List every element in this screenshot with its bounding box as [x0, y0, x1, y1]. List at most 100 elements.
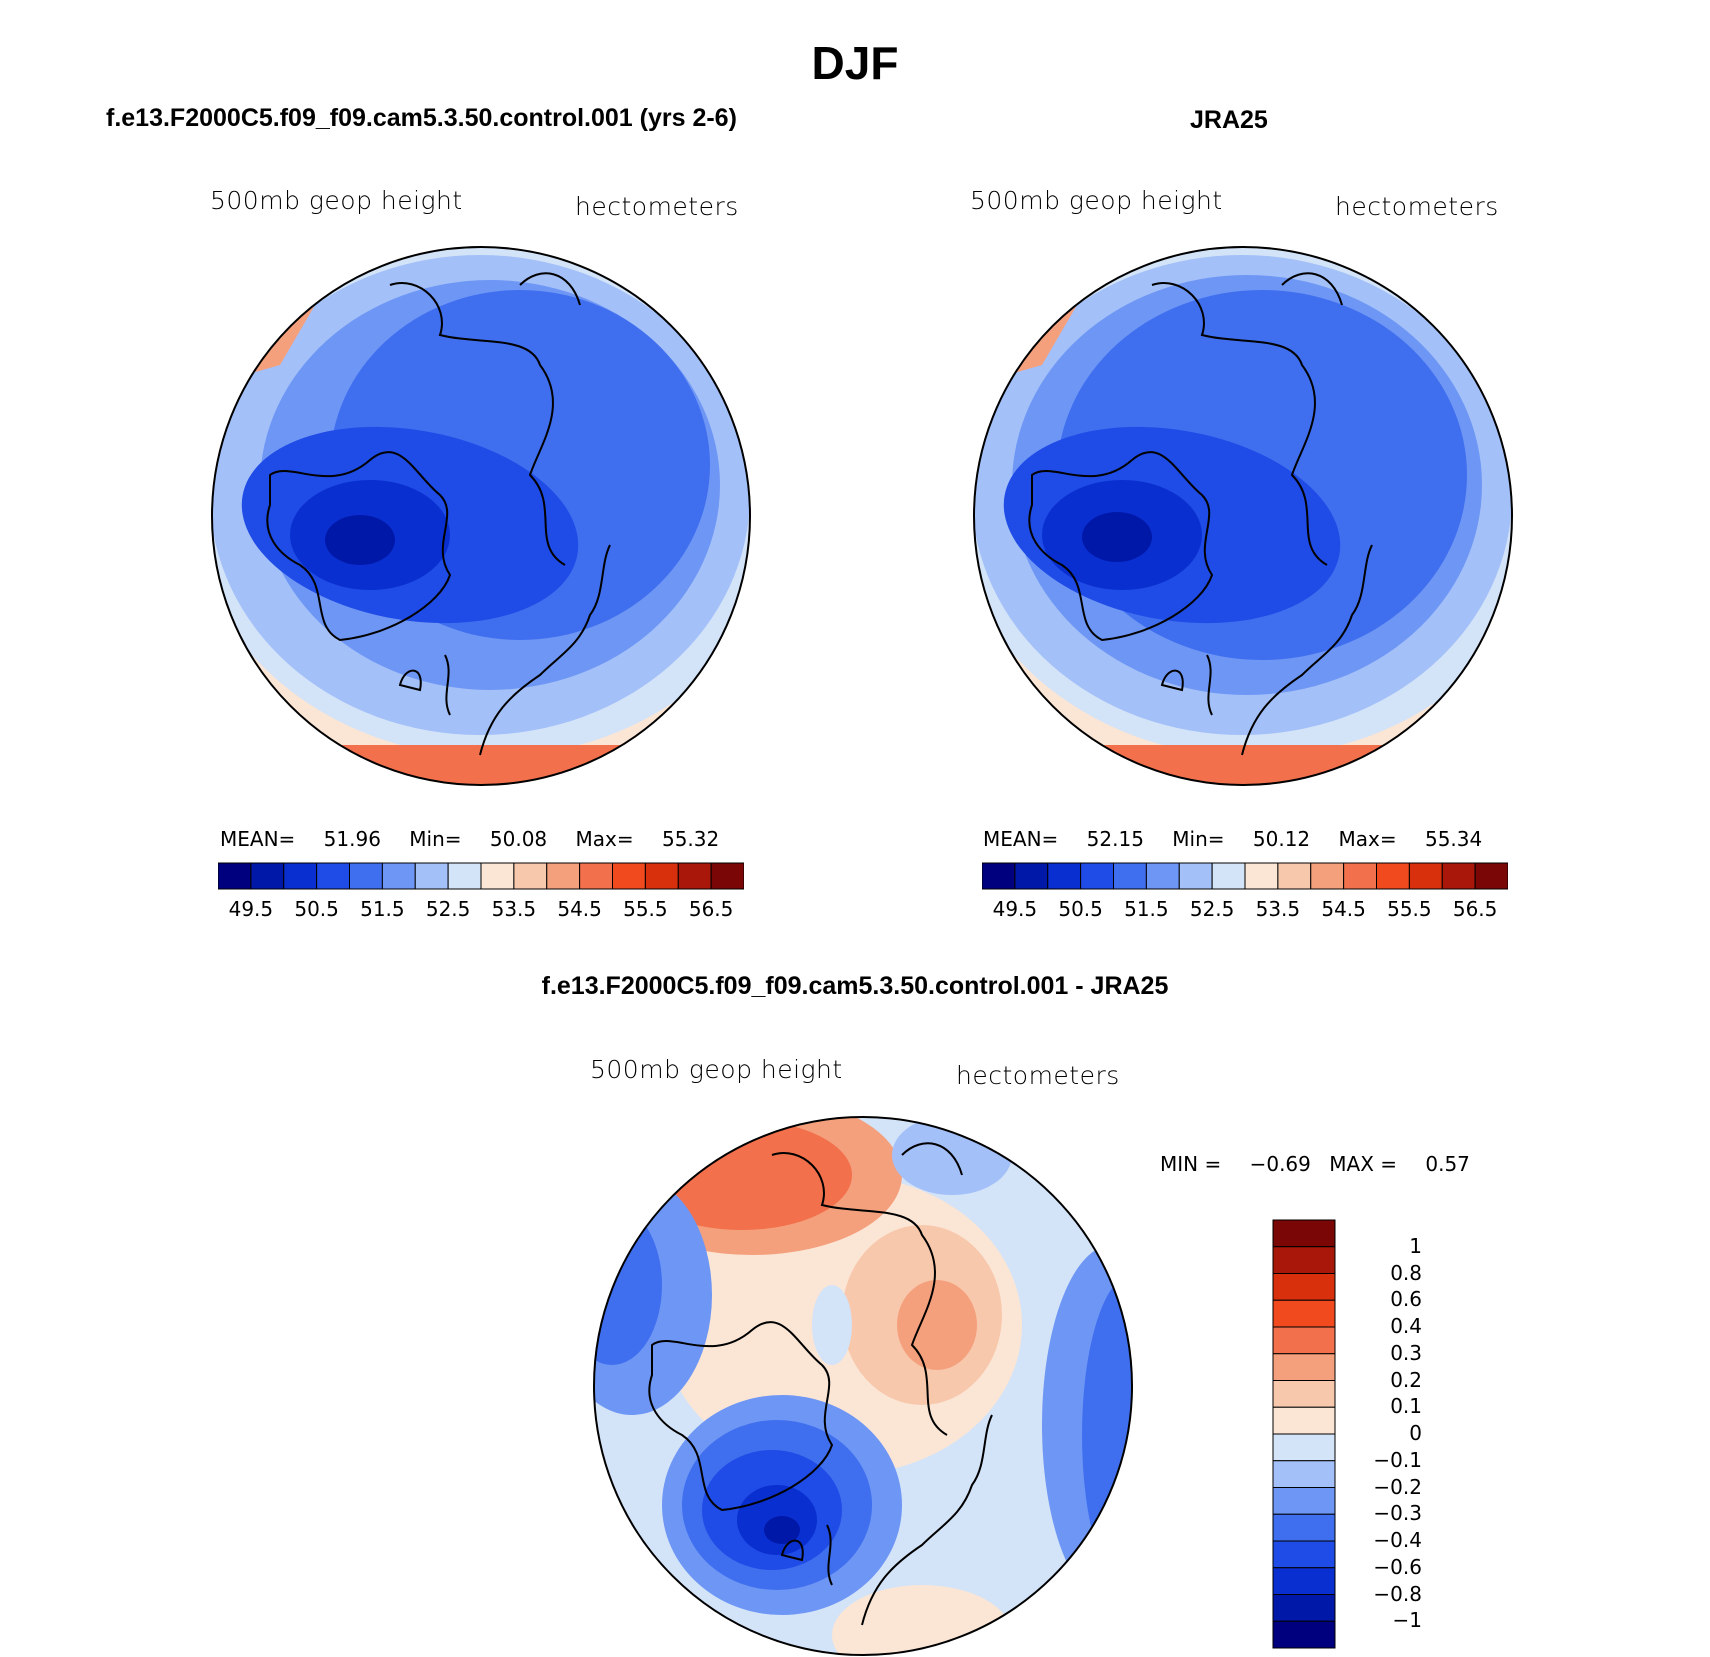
model-colorbar-tick-label: 53.5	[491, 897, 537, 921]
diff-colorbar-tick-label: 0.4	[1390, 1314, 1422, 1338]
obs-colorbar-swatch	[1343, 862, 1378, 890]
diff-colorbar-tick-label: −0.6	[1373, 1554, 1422, 1579]
model-colorbar-tick-label: 50.5	[294, 897, 339, 921]
model-map	[211, 246, 751, 786]
model-mean-value: 51.96	[323, 827, 381, 851]
obs-map	[973, 246, 1513, 786]
model-colorbar-tick-label: 51.5	[360, 897, 405, 921]
obs-min-value: 50.12	[1252, 827, 1311, 851]
obs-colorbar-swatch	[1408, 862, 1443, 890]
obs-min-label: Min=	[1172, 827, 1225, 851]
diff-stats: MIN = −0.69 MAX = 0.57	[1160, 1152, 1470, 1176]
model-variable-label: 500mb geop height	[210, 186, 463, 215]
obs-colorbar-tick-label: 54.5	[1321, 897, 1366, 921]
model-colorbar-tick-label: 52.5	[425, 897, 471, 921]
model-units-label: hectometers	[575, 192, 739, 221]
diff-colorbar-tick-label: 0.8	[1390, 1260, 1422, 1285]
diff-colorbar-tick-label: 1	[1409, 1233, 1422, 1258]
obs-units-label: hectometers	[1335, 192, 1499, 221]
diff-panel-title: f.e13.F2000C5.f09_f09.cam5.3.50.control.…	[541, 972, 1169, 1000]
obs-colorbar-labels: 49.5 50.5 51.5 52.5 53.5 54.5 55.5 56.5	[982, 897, 1508, 925]
diff-colorbar-swatch	[1272, 1567, 1336, 1595]
obs-colorbar-swatch	[982, 862, 1016, 890]
diff-colorbar-tick-label: −1	[1392, 1608, 1422, 1633]
model-colorbar-swatch	[546, 862, 581, 890]
model-colorbar-swatch	[414, 862, 449, 890]
diff-colorbar-swatch	[1272, 1487, 1336, 1515]
obs-colorbar-tick-label: 51.5	[1124, 897, 1169, 921]
diff-colorbar-tick-label: −0.4	[1373, 1528, 1422, 1552]
obs-max-value: 55.34	[1424, 827, 1483, 851]
obs-colorbar-swatch	[1113, 862, 1147, 890]
diff-colorbar-tick-label: −0.2	[1373, 1474, 1422, 1499]
model-stats: MEAN= 51.96 Min= 50.08 Max= 55.32	[220, 827, 719, 851]
model-colorbar-swatch	[710, 862, 744, 890]
obs-colorbar-tick-label: 50.5	[1058, 897, 1103, 921]
diff-colorbar-swatch	[1272, 1460, 1336, 1488]
model-colorbar-swatch	[480, 862, 515, 890]
figure-title: DJF	[811, 37, 899, 89]
obs-colorbar-swatch	[1244, 862, 1279, 890]
model-colorbar-swatch	[381, 862, 416, 890]
diff-colorbar-swatch	[1272, 1299, 1336, 1328]
obs-colorbar-swatch	[1178, 862, 1213, 890]
model-colorbar-swatch	[644, 862, 679, 890]
diff-colorbar-tick-label: 0.6	[1390, 1287, 1422, 1312]
diff-colorbar-swatch	[1272, 1246, 1336, 1274]
model-colorbar-tick-label: 54.5	[557, 897, 602, 921]
diff-colorbar-tick-label: 0	[1409, 1421, 1422, 1445]
diff-colorbar-swatch	[1272, 1433, 1336, 1462]
diff-colorbar-tick-label: 0.1	[1390, 1394, 1422, 1419]
diff-colorbar-swatch	[1272, 1219, 1336, 1248]
model-colorbar-swatch	[316, 862, 351, 890]
model-colorbar-labels: 49.5 50.5 51.5 52.5 53.5 54.5 55.5 56.5	[218, 897, 744, 925]
obs-colorbar	[982, 862, 1508, 890]
diff-colorbar-tick-label: −0.3	[1373, 1501, 1422, 1526]
diff-colorbar	[1272, 1219, 1336, 1649]
diff-colorbar-swatch	[1272, 1594, 1336, 1622]
obs-panel-title: JRA25	[1190, 106, 1268, 134]
model-colorbar-swatch	[283, 862, 318, 890]
model-colorbar-swatch	[218, 862, 252, 890]
obs-colorbar-swatch	[1047, 862, 1082, 890]
diff-colorbar-swatch	[1272, 1513, 1336, 1542]
obs-colorbar-swatch	[1080, 862, 1115, 890]
diff-max-value: 0.57	[1425, 1152, 1470, 1176]
obs-stats: MEAN= 52.15 Min= 50.12 Max= 55.34	[983, 827, 1482, 851]
model-colorbar-swatch	[349, 862, 383, 890]
obs-colorbar-swatch	[1310, 862, 1345, 890]
diff-units-label: hectometers	[956, 1061, 1120, 1090]
diff-colorbar-tick-label: −0.8	[1373, 1581, 1422, 1606]
obs-colorbar-swatch	[1277, 862, 1312, 890]
obs-mean-value: 52.15	[1086, 827, 1144, 851]
model-mean-label: MEAN=	[220, 827, 296, 851]
obs-colorbar-tick-label: 53.5	[1255, 897, 1301, 921]
diff-variable-label: 500mb geop height	[590, 1055, 843, 1084]
diff-colorbar-swatch	[1272, 1353, 1336, 1381]
model-colorbar-swatch	[612, 862, 646, 890]
obs-max-label: Max=	[1338, 827, 1397, 851]
diff-min-label: MIN =	[1160, 1152, 1222, 1176]
model-colorbar-tick-label: 55.5	[623, 897, 668, 921]
model-panel-title: f.e13.F2000C5.f09_f09.cam5.3.50.control.…	[106, 104, 737, 132]
obs-colorbar-swatch	[1441, 862, 1476, 890]
obs-colorbar-tick-label: 55.5	[1387, 897, 1432, 921]
model-colorbar-swatch	[513, 862, 548, 890]
obs-colorbar-tick-label: 49.5	[992, 897, 1038, 921]
model-colorbar-swatch	[677, 862, 712, 890]
model-colorbar-tick-label: 56.5	[688, 897, 734, 921]
model-colorbar-swatch	[579, 862, 614, 890]
obs-mean-label: MEAN=	[983, 827, 1059, 851]
diff-colorbar-swatch	[1272, 1540, 1336, 1569]
diff-colorbar-tick-label: 0.3	[1390, 1340, 1422, 1365]
model-max-label: Max=	[575, 827, 634, 851]
model-min-value: 50.08	[489, 827, 548, 851]
obs-colorbar-swatch	[1145, 862, 1180, 890]
diff-colorbar-tick-label: −0.1	[1373, 1447, 1422, 1472]
obs-colorbar-tick-label: 56.5	[1452, 897, 1498, 921]
diff-colorbar-swatch	[1272, 1273, 1336, 1301]
diff-max-label: MAX =	[1329, 1152, 1398, 1176]
diff-map	[593, 1116, 1133, 1656]
diff-min-value: −0.69	[1249, 1152, 1311, 1176]
obs-colorbar-swatch	[1014, 862, 1049, 890]
